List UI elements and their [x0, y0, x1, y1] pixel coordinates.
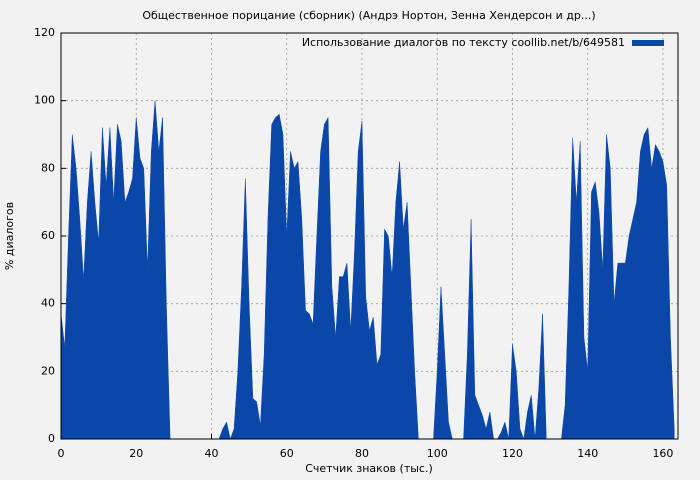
y-tick-label: 40 [41, 297, 55, 310]
x-axis-label: Счетчик знаков (тыс.) [305, 462, 433, 475]
x-tick-label: 0 [58, 447, 65, 460]
plot-border [60, 32, 679, 440]
x-tick-label: 140 [577, 447, 598, 460]
x-tick-label: 100 [427, 447, 448, 460]
y-tick-label: 60 [41, 229, 55, 242]
y-axis-label: % диалогов [3, 202, 16, 270]
y-tick-label: 100 [34, 94, 55, 107]
x-tick-label: 60 [280, 447, 294, 460]
x-tick-label: 20 [129, 447, 143, 460]
chart-title: Общественное порицание (сборник) (Андрэ … [142, 9, 595, 22]
area [60, 100, 675, 440]
y-tick-label: 0 [48, 432, 55, 445]
legend-label: Использование диалогов по тексту coollib… [302, 36, 625, 49]
x-tick-label: 120 [502, 447, 523, 460]
x-tick-label: 80 [355, 447, 369, 460]
y-tick-label: 120 [34, 26, 55, 39]
x-tick-label: 40 [204, 447, 218, 460]
legend-swatch [632, 40, 664, 46]
y-tick-label: 80 [41, 161, 55, 174]
x-tick-label: 160 [652, 447, 673, 460]
y-tick-label: 20 [41, 364, 55, 377]
